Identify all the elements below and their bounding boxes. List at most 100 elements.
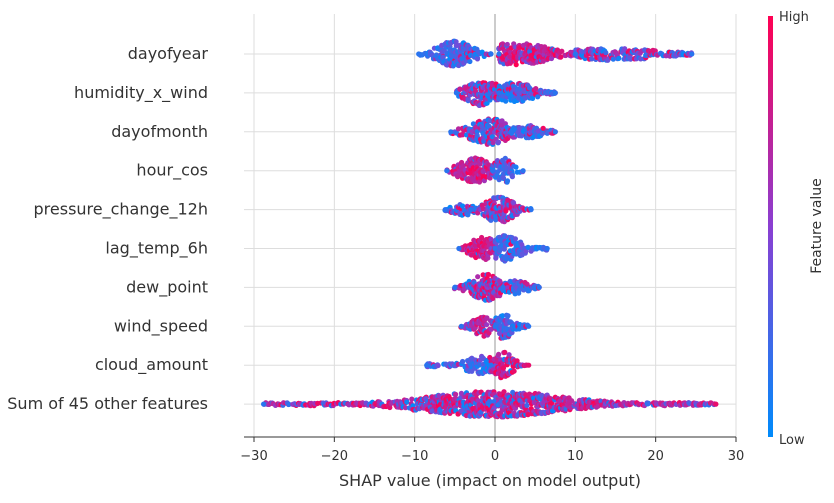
- shap-point: [500, 365, 507, 371]
- x-tick-label: −20: [321, 449, 348, 464]
- shap-point: [460, 163, 466, 169]
- shap-point: [495, 139, 502, 145]
- shap-point: [506, 352, 512, 358]
- shap-point: [513, 164, 519, 170]
- shap-point: [490, 295, 496, 301]
- shap-point-tail: [448, 129, 454, 135]
- shap-point: [530, 95, 536, 101]
- shap-point: [457, 86, 463, 92]
- shap-point: [404, 399, 410, 405]
- shap-point: [548, 396, 554, 402]
- shap-point: [503, 208, 509, 214]
- shap-point: [559, 48, 565, 54]
- shap-point: [476, 179, 483, 185]
- feature-labels: dayofyear humidity_x_wind dayofmonth hour_c…: [7, 44, 208, 413]
- shap-point: [628, 56, 634, 62]
- shap-point-tail: [552, 90, 558, 96]
- shap-point-tail: [552, 129, 558, 135]
- shap-point-tail: [261, 401, 267, 407]
- feature-label: dew_point: [126, 277, 208, 297]
- x-tick-label: 0: [491, 449, 499, 464]
- x-tick-label: 20: [647, 449, 664, 464]
- colorbar: High Low Feature value: [768, 10, 825, 448]
- shap-point: [440, 54, 446, 60]
- shap-point-tail: [508, 129, 514, 135]
- shap-point-tail: [689, 51, 695, 57]
- shap-point: [502, 349, 508, 355]
- shap-point: [646, 400, 652, 406]
- shap-point: [402, 405, 409, 411]
- shap-point: [539, 130, 545, 137]
- shap-point: [460, 358, 466, 365]
- shap-point: [510, 200, 517, 206]
- shap-point-tail: [444, 168, 450, 174]
- shap-point: [453, 391, 459, 397]
- feature-label: cloud_amount: [95, 355, 208, 375]
- x-axis-label: SHAP value (impact on model output): [339, 471, 641, 490]
- shap-point: [500, 174, 506, 181]
- shap-point-tail: [453, 90, 459, 96]
- shap-point: [569, 398, 575, 404]
- shap-point-tail: [544, 245, 550, 252]
- shap-point-tail: [500, 284, 506, 290]
- shap-point: [540, 125, 546, 131]
- shap-point: [525, 244, 531, 250]
- shap-point: [603, 50, 609, 56]
- shap-point: [503, 98, 509, 104]
- shap-point-tail: [496, 90, 502, 96]
- shap-point: [589, 56, 595, 62]
- shap-point: [533, 86, 539, 92]
- shap-point: [409, 396, 415, 402]
- shap-point-tail: [416, 51, 422, 57]
- shap-point: [509, 174, 515, 180]
- shap-point: [490, 140, 496, 146]
- shap-point: [475, 274, 481, 280]
- colorbar-title: Feature value: [809, 178, 825, 274]
- shap-point: [504, 179, 510, 185]
- shap-point: [513, 62, 519, 68]
- colorbar-gradient: [768, 16, 773, 437]
- shap-point: [501, 389, 507, 395]
- shap-point-tail: [424, 362, 430, 368]
- shap-point: [526, 288, 532, 294]
- shap-point-tail: [488, 51, 494, 57]
- shap-point: [467, 58, 473, 65]
- shap-point-tail: [452, 284, 458, 290]
- x-tick-label: 30: [728, 449, 745, 464]
- shap-point: [485, 271, 491, 278]
- feature-label: dayofyear: [128, 44, 209, 63]
- shap-point: [524, 281, 530, 287]
- shap-point: [514, 358, 520, 364]
- colorbar-high-label: High: [779, 10, 809, 25]
- shap-point-tail: [490, 168, 496, 174]
- shap-point: [488, 236, 494, 242]
- points-layer: [261, 38, 719, 420]
- shap-point: [455, 126, 462, 132]
- shap-point: [500, 93, 506, 99]
- shap-point: [460, 131, 466, 137]
- shap-point: [558, 54, 564, 60]
- shap-point: [616, 55, 622, 62]
- shap-point: [512, 236, 519, 242]
- x-tick-label: 10: [567, 449, 584, 464]
- feature-label: wind_speed: [114, 316, 208, 336]
- shap-point-tail: [468, 207, 474, 213]
- shap-point: [475, 398, 481, 404]
- shap-point: [502, 155, 508, 161]
- shap-point: [474, 55, 481, 61]
- shap-point: [500, 313, 506, 319]
- shap-point: [622, 46, 628, 52]
- shap-point: [479, 49, 485, 55]
- feature-label: hour_cos: [136, 161, 208, 181]
- x-tick-label: −30: [240, 449, 267, 464]
- shap-point-tail: [526, 362, 532, 368]
- shap-point: [524, 402, 530, 408]
- shap-point-tail: [526, 323, 532, 329]
- shap-point: [516, 290, 522, 296]
- feature-label: lag_temp_6h: [105, 239, 208, 259]
- shap-point: [480, 272, 486, 278]
- shap-point: [474, 132, 480, 138]
- shap-point-tail: [572, 51, 578, 57]
